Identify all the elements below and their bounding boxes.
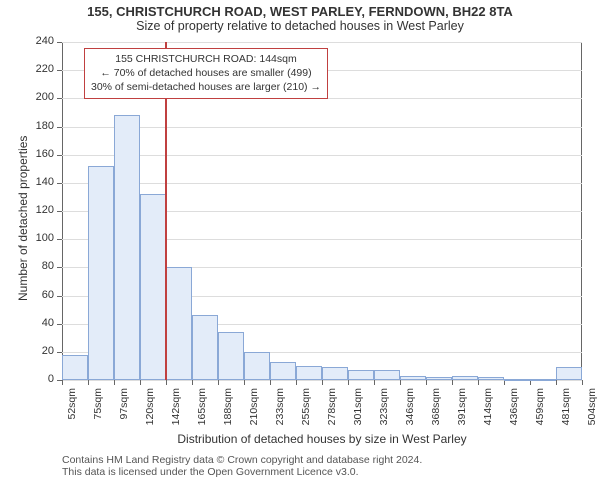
ytick-label: 200 xyxy=(24,91,54,103)
histogram-bar xyxy=(88,166,114,380)
histogram-bar xyxy=(452,376,478,380)
chart-container: 155, CHRISTCHURCH ROAD, WEST PARLEY, FER… xyxy=(0,0,600,500)
xtick-label: 165sqm xyxy=(196,388,208,436)
ytick-label: 140 xyxy=(24,176,54,188)
xtick-label: 436sqm xyxy=(508,388,520,436)
histogram-bar xyxy=(426,377,452,380)
gridline xyxy=(62,155,582,156)
ytick-mark xyxy=(57,70,62,71)
xtick-label: 233sqm xyxy=(274,388,286,436)
xtick-mark xyxy=(374,380,375,385)
xtick-mark xyxy=(62,380,63,385)
gridline xyxy=(62,127,582,128)
histogram-bar xyxy=(348,370,374,380)
gridline xyxy=(62,42,582,43)
footer-text: Contains HM Land Registry data © Crown c… xyxy=(62,454,422,478)
ytick-mark xyxy=(57,155,62,156)
xtick-mark xyxy=(322,380,323,385)
xtick-mark xyxy=(400,380,401,385)
xtick-label: 301sqm xyxy=(352,388,364,436)
ytick-label: 100 xyxy=(24,232,54,244)
histogram-bar xyxy=(218,332,244,380)
y-axis-label: Number of detached properties xyxy=(16,136,30,301)
gridline xyxy=(62,183,582,184)
x-axis-label: Distribution of detached houses by size … xyxy=(62,432,582,446)
ytick-mark xyxy=(57,127,62,128)
histogram-bar xyxy=(322,367,348,380)
ytick-mark xyxy=(57,352,62,353)
xtick-mark xyxy=(530,380,531,385)
ytick-label: 220 xyxy=(24,63,54,75)
xtick-label: 504sqm xyxy=(586,388,598,436)
ytick-mark xyxy=(57,239,62,240)
xtick-mark xyxy=(270,380,271,385)
xtick-label: 188sqm xyxy=(222,388,234,436)
histogram-bar xyxy=(374,370,400,380)
histogram-bar xyxy=(166,267,192,380)
xtick-label: 459sqm xyxy=(534,388,546,436)
histogram-bar xyxy=(556,367,582,380)
histogram-bar xyxy=(296,366,322,380)
ytick-label: 120 xyxy=(24,204,54,216)
xtick-label: 391sqm xyxy=(456,388,468,436)
histogram-bar xyxy=(244,352,270,380)
ytick-label: 60 xyxy=(24,289,54,301)
xtick-mark xyxy=(114,380,115,385)
ytick-label: 180 xyxy=(24,120,54,132)
histogram-bar xyxy=(114,115,140,380)
ytick-label: 80 xyxy=(24,260,54,272)
ytick-mark xyxy=(57,42,62,43)
xtick-mark xyxy=(582,380,583,385)
xtick-mark xyxy=(348,380,349,385)
ytick-label: 240 xyxy=(24,35,54,47)
xtick-mark xyxy=(426,380,427,385)
xtick-label: 120sqm xyxy=(144,388,156,436)
histogram-bar xyxy=(192,315,218,380)
xtick-label: 414sqm xyxy=(482,388,494,436)
xtick-label: 323sqm xyxy=(378,388,390,436)
ytick-mark xyxy=(57,98,62,99)
title-line-1: 155, CHRISTCHURCH ROAD, WEST PARLEY, FER… xyxy=(0,0,600,19)
ytick-mark xyxy=(57,183,62,184)
ytick-mark xyxy=(57,211,62,212)
xtick-mark xyxy=(88,380,89,385)
xtick-label: 278sqm xyxy=(326,388,338,436)
annotation-box: 155 CHRISTCHURCH ROAD: 144sqm← 70% of de… xyxy=(84,48,328,99)
ytick-mark xyxy=(57,296,62,297)
xtick-mark xyxy=(140,380,141,385)
xtick-label: 75sqm xyxy=(92,388,104,436)
xtick-mark xyxy=(192,380,193,385)
histogram-bar xyxy=(478,377,504,380)
histogram-bar xyxy=(270,362,296,380)
xtick-label: 52sqm xyxy=(66,388,78,436)
xtick-label: 368sqm xyxy=(430,388,442,436)
title-line-2: Size of property relative to detached ho… xyxy=(0,19,600,35)
xtick-label: 142sqm xyxy=(170,388,182,436)
ytick-label: 0 xyxy=(24,373,54,385)
ytick-mark xyxy=(57,267,62,268)
xtick-mark xyxy=(166,380,167,385)
xtick-mark xyxy=(244,380,245,385)
xtick-label: 97sqm xyxy=(118,388,130,436)
xtick-mark xyxy=(556,380,557,385)
xtick-mark xyxy=(296,380,297,385)
xtick-label: 481sqm xyxy=(560,388,572,436)
ytick-mark xyxy=(57,324,62,325)
ytick-label: 160 xyxy=(24,148,54,160)
histogram-bar xyxy=(140,194,166,380)
xtick-mark xyxy=(452,380,453,385)
ytick-label: 40 xyxy=(24,317,54,329)
histogram-bar xyxy=(400,376,426,380)
xtick-mark xyxy=(504,380,505,385)
xtick-mark xyxy=(478,380,479,385)
xtick-label: 255sqm xyxy=(300,388,312,436)
ytick-label: 20 xyxy=(24,345,54,357)
histogram-bar xyxy=(530,379,556,381)
histogram-bar xyxy=(62,355,88,380)
histogram-bar xyxy=(504,379,530,381)
xtick-label: 346sqm xyxy=(404,388,416,436)
xtick-mark xyxy=(218,380,219,385)
xtick-label: 210sqm xyxy=(248,388,260,436)
